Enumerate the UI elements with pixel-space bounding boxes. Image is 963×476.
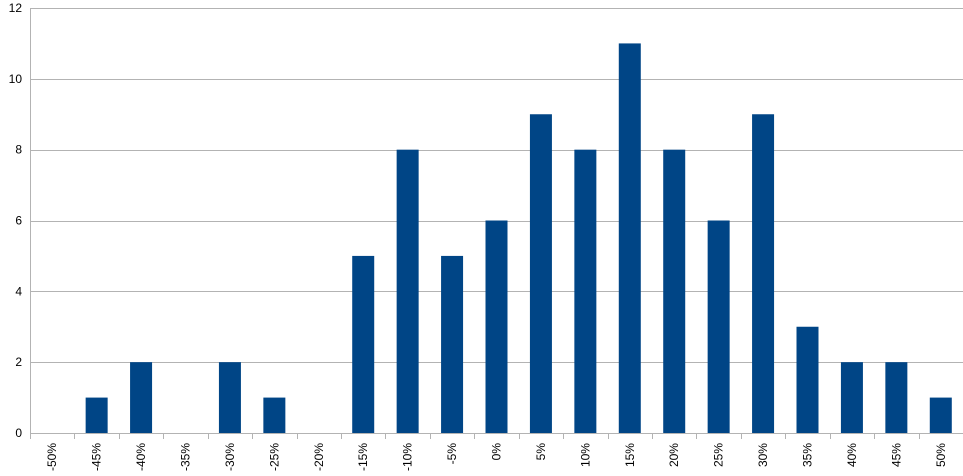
x-tick-label-45%: 45% xyxy=(889,443,903,467)
x-tick-label--5%: -5% xyxy=(445,443,459,465)
bar-25% xyxy=(707,220,730,433)
x-tick-label-5%: 5% xyxy=(534,443,548,461)
bar-30% xyxy=(752,114,775,433)
bar--30% xyxy=(218,362,241,433)
bars xyxy=(85,43,952,434)
bar--10% xyxy=(396,149,419,433)
x-tick-label-25%: 25% xyxy=(712,443,726,467)
bar-35% xyxy=(796,326,819,433)
bar-5% xyxy=(529,114,552,433)
x-tick-label--20%: -20% xyxy=(312,443,326,471)
y-tick-label-8: 8 xyxy=(15,143,22,157)
y-tick-labels: 0 2 4 6 8 10 12 xyxy=(9,1,23,440)
bar--15% xyxy=(352,255,375,433)
bar-10% xyxy=(574,149,597,433)
bar-50% xyxy=(929,397,952,433)
axes xyxy=(30,8,963,439)
x-tick-label-0%: 0% xyxy=(490,443,504,461)
x-tick-label--25%: -25% xyxy=(267,443,281,471)
y-tick-label-4: 4 xyxy=(15,284,22,298)
x-tick-label-15%: 15% xyxy=(623,443,637,467)
y-tick-label-6: 6 xyxy=(15,214,22,228)
x-tick-label-10%: 10% xyxy=(578,443,592,467)
x-tick-label-35%: 35% xyxy=(801,443,815,467)
y-tick-label-12: 12 xyxy=(9,1,23,15)
bar--45% xyxy=(85,397,108,433)
bar-15% xyxy=(618,43,641,434)
x-tick-label-30%: 30% xyxy=(756,443,770,467)
x-tick-label--30%: -30% xyxy=(223,443,237,471)
x-tick-label--50%: -50% xyxy=(45,443,59,471)
x-tick-label-20%: 20% xyxy=(667,443,681,467)
y-tick-label-10: 10 xyxy=(9,72,23,86)
x-tick-label-50%: 50% xyxy=(934,443,948,467)
bar--40% xyxy=(130,362,153,433)
y-tick-label-0: 0 xyxy=(15,426,22,440)
x-tick-label--45%: -45% xyxy=(90,443,104,471)
bar-45% xyxy=(885,362,908,433)
bar--5% xyxy=(441,255,464,433)
bar-0% xyxy=(485,220,508,433)
y-tick-label-2: 2 xyxy=(15,355,22,369)
bar--25% xyxy=(263,397,286,433)
bar-40% xyxy=(840,362,863,433)
x-tick-label-40%: 40% xyxy=(845,443,859,467)
x-tick-label--15%: -15% xyxy=(356,443,370,471)
x-tick-label--10%: -10% xyxy=(401,443,415,471)
bar-20% xyxy=(663,149,686,433)
x-tick-label--40%: -40% xyxy=(134,443,148,471)
x-tick-labels: -50% -45% -40% -35% -30% -25% -20% -15% -10% -5% 0… xyxy=(45,443,948,471)
x-tick-label--35%: -35% xyxy=(179,443,193,471)
